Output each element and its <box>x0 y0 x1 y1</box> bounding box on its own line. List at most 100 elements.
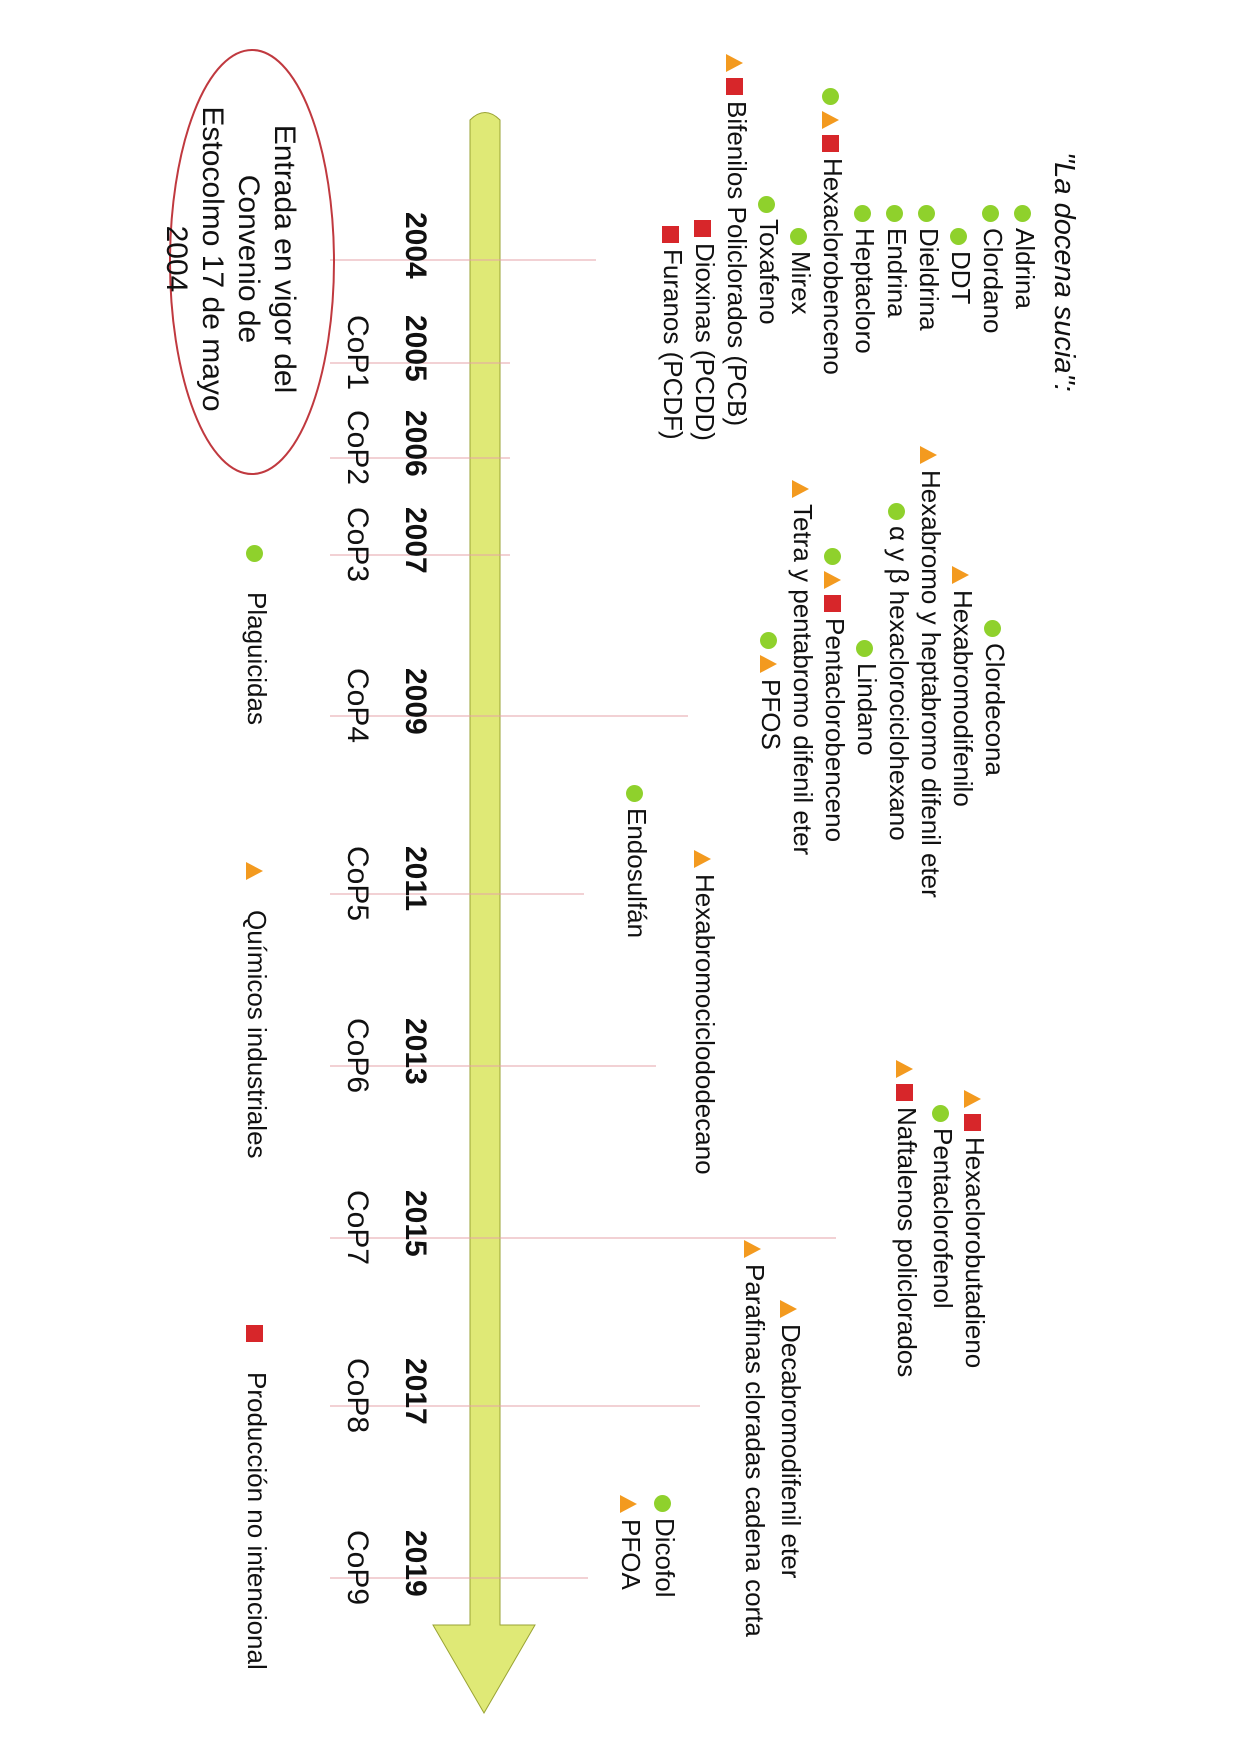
chemical-item: Hexaclorobutadieno <box>960 1090 990 1368</box>
chemical-name: Pentaclorofenol <box>928 1128 958 1309</box>
chemical-item: Dieldrina <box>914 205 944 331</box>
year-label: 2004 <box>399 212 432 279</box>
chemical-name: Endosulfán <box>622 808 652 939</box>
chemical-item: Pentaclorobenceno <box>820 548 850 842</box>
chemical-item: Bifenilos Policlorados (PCB) <box>722 54 752 426</box>
unintentional-marker-icon <box>824 595 842 612</box>
chemical-item: Furanos (PCDF) <box>658 226 688 440</box>
chemical-item: Heptacloro <box>850 205 880 354</box>
chemical-name: Endrina <box>882 228 912 318</box>
pesticide-marker-icon <box>654 1495 672 1512</box>
chemical-item: PFOA <box>616 1495 646 1590</box>
chemical-item: Endosulfán <box>622 785 652 938</box>
chemical-item: DDT <box>946 228 976 304</box>
pesticide-marker-icon <box>824 548 842 565</box>
industrial-marker-icon <box>920 446 938 464</box>
chemical-item: Naftalenos policlorados <box>892 1060 922 1377</box>
chemical-item: Dioxinas (PCDD) <box>690 220 720 441</box>
chemical-name: Tetra y pentabromo difenil eter <box>788 504 818 856</box>
pesticide-marker-icon <box>758 196 776 213</box>
pesticide-marker-icon <box>932 1105 950 1122</box>
pesticide-marker-icon <box>760 632 778 649</box>
cop-label: CoP4 <box>341 668 374 744</box>
industrial-marker-icon <box>694 850 712 868</box>
unintentional-marker-icon <box>896 1084 914 1101</box>
pesticide-marker-icon <box>984 620 1002 637</box>
chemical-name: Bifenilos Policlorados (PCB) <box>722 101 752 427</box>
industrial-marker-icon <box>822 111 840 129</box>
year-label: 2011 <box>399 846 432 912</box>
chemical-item: Pentaclorofenol <box>928 1105 958 1309</box>
unintentional-marker-icon <box>822 135 840 152</box>
chemical-item: Hexabromo y heptabromo difenil eter <box>916 446 946 898</box>
chemical-item: Parafinas cloradas cadena corta <box>740 1240 770 1637</box>
dirty-dozen-title: "La docena sucia": <box>1048 152 1080 392</box>
chemical-item: Endrina <box>882 205 912 318</box>
industrial-marker-icon <box>792 480 810 498</box>
chemical-name: Hexaclorobutadieno <box>960 1137 990 1369</box>
chemical-name: Naftalenos policlorados <box>892 1107 922 1378</box>
chemical-name: DDT <box>946 251 976 305</box>
pesticide-marker-icon <box>886 205 904 222</box>
pesticide-marker-icon <box>822 88 840 105</box>
cop-label: CoP9 <box>341 1530 374 1606</box>
unintentional-marker-icon <box>964 1114 982 1131</box>
year-label: 2005 <box>399 315 432 382</box>
chemical-item: Lindano <box>852 640 882 756</box>
industrial-marker-icon <box>726 54 744 72</box>
pesticide-marker-icon <box>918 205 936 222</box>
pesticide-marker-icon <box>950 228 968 245</box>
legend-item: Producción no intencional <box>242 1325 272 1670</box>
unintentional-marker-icon <box>246 1325 264 1342</box>
chemical-item: Mirex <box>786 228 816 315</box>
chemical-item: Tetra y pentabromo difenil eter <box>788 480 818 855</box>
cop-label: CoP5 <box>341 846 374 922</box>
chemical-name: Dicofol <box>650 1518 680 1598</box>
pesticide-marker-icon <box>888 503 906 520</box>
year-label: 2007 <box>399 507 432 574</box>
legend-label: Químicos industriales <box>242 910 272 1159</box>
pesticide-marker-icon <box>246 545 264 562</box>
chemical-name: Dioxinas (PCDD) <box>690 243 720 441</box>
legend-label: Producción no intencional <box>242 1372 272 1670</box>
timeline-arrow-shape <box>432 112 536 1714</box>
chemical-item: Aldrina <box>1010 205 1040 309</box>
industrial-marker-icon <box>824 571 842 589</box>
year-label: 2006 <box>399 410 432 477</box>
cop-label: CoP7 <box>341 1190 374 1266</box>
chemical-name: Parafinas cloradas cadena corta <box>740 1264 770 1637</box>
year-guide-lines <box>330 259 836 1579</box>
chemical-item: Hexaclorobenceno <box>818 88 848 375</box>
chemical-name: Hexabromociclododecano <box>690 874 720 1175</box>
chemical-item: PFOS <box>756 632 786 750</box>
chemical-name: Clordecona <box>980 643 1010 776</box>
year-label: 2015 <box>399 1190 432 1257</box>
chemical-name: Heptacloro <box>850 228 880 354</box>
unintentional-marker-icon <box>662 226 680 243</box>
cop-label: CoP8 <box>341 1358 374 1434</box>
legend-item: Químicos industriales <box>242 862 272 1159</box>
cop-label: CoP2 <box>341 410 374 486</box>
year-label: 2013 <box>399 1018 432 1085</box>
chemical-item: Hexabromociclododecano <box>690 850 720 1175</box>
pesticide-marker-icon <box>626 785 644 802</box>
chemical-item: Clordecona <box>980 620 1010 776</box>
cop-label: CoP1 <box>341 315 374 391</box>
industrial-marker-icon <box>246 862 264 880</box>
chemical-name: α y β hexaclorociclohexano <box>884 526 914 841</box>
chemical-name: Aldrina <box>1010 228 1040 309</box>
year-label: 2009 <box>399 668 432 735</box>
chemical-item: Decabromodifenil eter <box>776 1300 806 1578</box>
chemical-item: Toxafeno <box>754 196 784 325</box>
chemical-name: Toxafeno <box>754 219 784 325</box>
pesticide-marker-icon <box>982 205 1000 222</box>
chemical-item: Dicofol <box>650 1495 680 1597</box>
chemical-name: Mirex <box>786 251 816 315</box>
unintentional-marker-icon <box>694 220 712 237</box>
industrial-marker-icon <box>896 1060 914 1078</box>
legend-label: Plaguicidas <box>242 592 272 725</box>
chemical-item: α y β hexaclorociclohexano <box>884 503 914 841</box>
chemical-name: Dieldrina <box>914 228 944 331</box>
